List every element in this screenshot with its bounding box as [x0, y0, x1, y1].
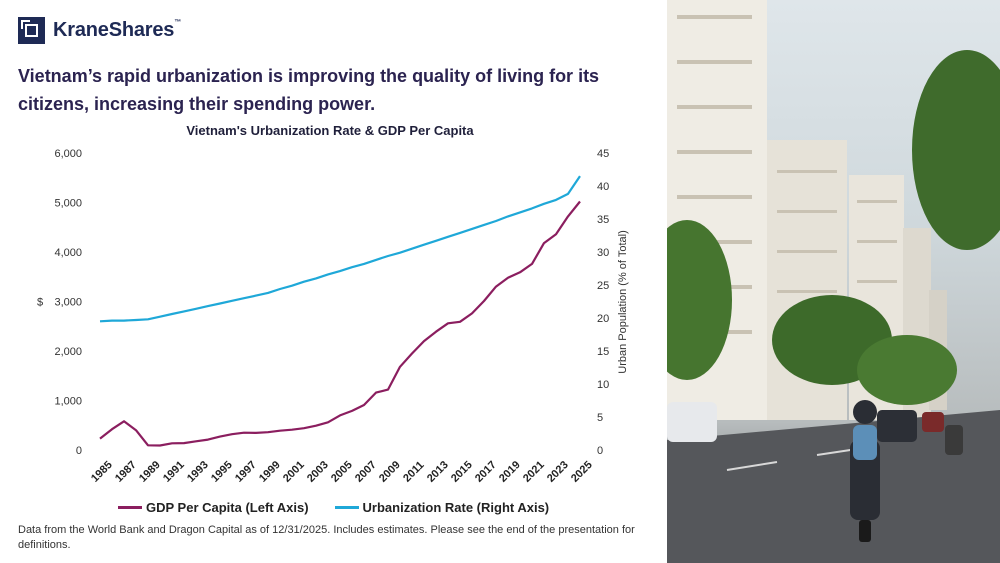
x-tick-label: 2019	[497, 459, 523, 485]
x-tick-label: 2021	[521, 459, 547, 485]
legend-swatch-urbanization	[334, 506, 359, 509]
y-right-tick-label: 5	[597, 412, 603, 424]
footnote: Data from the World Bank and Dragon Capi…	[18, 524, 635, 551]
series-line-gdp	[99, 200, 581, 447]
y-right-tick-label: 30	[597, 247, 609, 259]
x-tick-label: 1985	[89, 459, 115, 485]
y-right-tick-label: 15	[597, 346, 609, 358]
y-left-tick-label: 3,000	[54, 297, 82, 309]
y-left-axis-label: $	[37, 297, 43, 309]
y-right-axis-label: Urban Population (% of Total)	[617, 230, 629, 374]
y-right-tick-label: 40	[597, 181, 609, 193]
legend-item-urbanization: Urbanization Rate (Right Axis)	[334, 500, 550, 515]
y-right-tick-label: 25	[597, 280, 609, 292]
x-tick-label: 2007	[353, 459, 379, 485]
y-right-tick-label: 35	[597, 214, 609, 226]
legend-item-gdp: GDP Per Capita (Left Axis)	[118, 500, 309, 515]
y-left-tick-label: 4,000	[54, 247, 82, 259]
x-tick-label: 1987	[113, 459, 139, 485]
chart-title: Vietnam's Urbanization Rate & GDP Per Ca…	[186, 123, 474, 138]
x-tick-label: 2025	[569, 459, 595, 485]
logo-mark-icon	[18, 17, 45, 44]
x-tick-label: 2005	[329, 459, 355, 485]
x-tick-label: 2015	[449, 459, 475, 485]
x-tick-label: 2003	[305, 459, 331, 485]
brand-name: KraneShares™	[53, 19, 182, 41]
y-right-tick-label: 0	[597, 445, 603, 457]
page-headline: Vietnam’s rapid urbanization is improvin…	[18, 66, 600, 114]
y-right-tick-label: 45	[597, 148, 609, 160]
y-left-tick-label: 0	[76, 445, 82, 457]
x-tick-label: 2001	[281, 459, 307, 485]
y-right-tick-label: 10	[597, 379, 609, 391]
x-tick-label: 1999	[257, 459, 283, 485]
legend-swatch-gdp	[118, 506, 142, 509]
x-tick-label: 2023	[545, 459, 571, 485]
y-left-tick-label: 2,000	[54, 346, 82, 358]
x-tick-label: 2013	[425, 459, 451, 485]
brand-logo[interactable]: KraneShares™	[18, 17, 181, 44]
x-tick-label: 1991	[161, 459, 187, 485]
legend-label-gdp: GDP Per Capita (Left Axis)	[146, 500, 309, 515]
y-right-tick-label: 20	[597, 313, 609, 325]
series-line-urbanization	[99, 175, 581, 323]
x-tick-label: 1997	[233, 459, 259, 485]
x-tick-label: 2017	[473, 459, 499, 485]
y-left-tick-label: 6,000	[54, 148, 82, 160]
x-tick-label: 1989	[137, 459, 163, 485]
x-tick-label: 2011	[401, 459, 426, 484]
y-left-tick-label: 1,000	[54, 396, 82, 408]
legend-label-urbanization: Urbanization Rate (Right Axis)	[362, 500, 550, 515]
y-left-tick-label: 5,000	[54, 198, 82, 210]
city-street-photo-icon	[667, 0, 1000, 563]
chart-legend: GDP Per Capita (Left Axis) Urbanization …	[118, 500, 549, 515]
chart: 01,0002,0003,0004,0005,0006,000051015202…	[37, 148, 629, 485]
x-tick-label: 1995	[209, 459, 235, 485]
city-street-photo	[667, 0, 1000, 563]
x-tick-label: 2009	[377, 459, 403, 485]
x-tick-label: 1993	[185, 459, 211, 485]
